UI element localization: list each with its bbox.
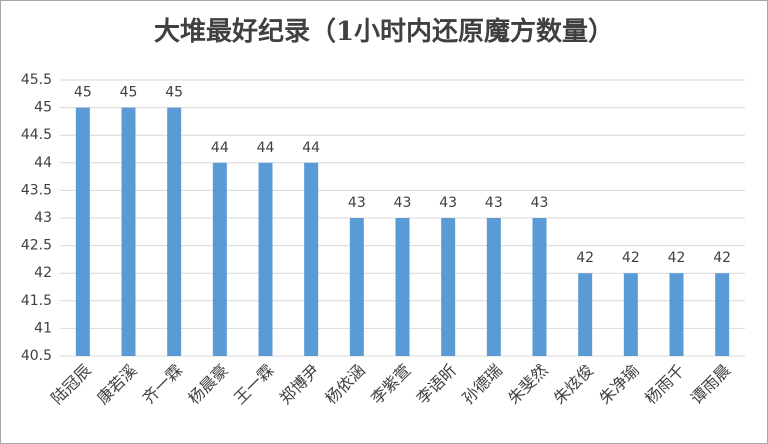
data-label: 45 (74, 85, 92, 101)
bar (623, 273, 638, 356)
y-tick-label: 45 (34, 100, 52, 116)
data-label: 43 (485, 195, 503, 211)
y-tick-label: 43 (34, 210, 52, 226)
data-label: 43 (394, 195, 412, 211)
data-label: 44 (302, 140, 320, 156)
y-tick-label: 44.5 (21, 127, 52, 143)
bar (532, 218, 547, 356)
data-label: 44 (257, 140, 275, 156)
data-label: 42 (668, 250, 686, 266)
y-tick-label: 45.5 (21, 72, 52, 88)
data-label: 42 (576, 250, 594, 266)
bar (669, 273, 684, 356)
y-tick-label: 40.5 (21, 348, 52, 364)
data-label: 42 (622, 250, 640, 266)
bar (578, 273, 593, 356)
data-label: 43 (531, 195, 549, 211)
bar (715, 273, 730, 356)
data-label: 43 (439, 195, 457, 211)
bar (349, 218, 364, 356)
bar (258, 162, 273, 356)
y-tick-label: 41.5 (21, 293, 52, 309)
y-tick-label: 42 (34, 265, 52, 281)
y-tick-label: 42.5 (21, 238, 52, 254)
bar (167, 107, 182, 356)
bar (486, 218, 501, 356)
data-label: 42 (713, 250, 731, 266)
y-tick-label: 44 (34, 155, 52, 171)
data-label: 43 (348, 195, 366, 211)
data-label: 45 (165, 85, 183, 101)
bar (395, 218, 410, 356)
data-label: 44 (211, 140, 229, 156)
bar (121, 107, 136, 356)
bar (75, 107, 90, 356)
data-label: 45 (120, 85, 138, 101)
bar (441, 218, 456, 356)
chart-title: 大堆最好纪录（1小时内还原魔方数量） (154, 16, 614, 47)
y-tick-label: 43.5 (21, 182, 52, 198)
bar (212, 162, 227, 356)
bar (304, 162, 319, 356)
y-tick-label: 41 (34, 320, 52, 336)
